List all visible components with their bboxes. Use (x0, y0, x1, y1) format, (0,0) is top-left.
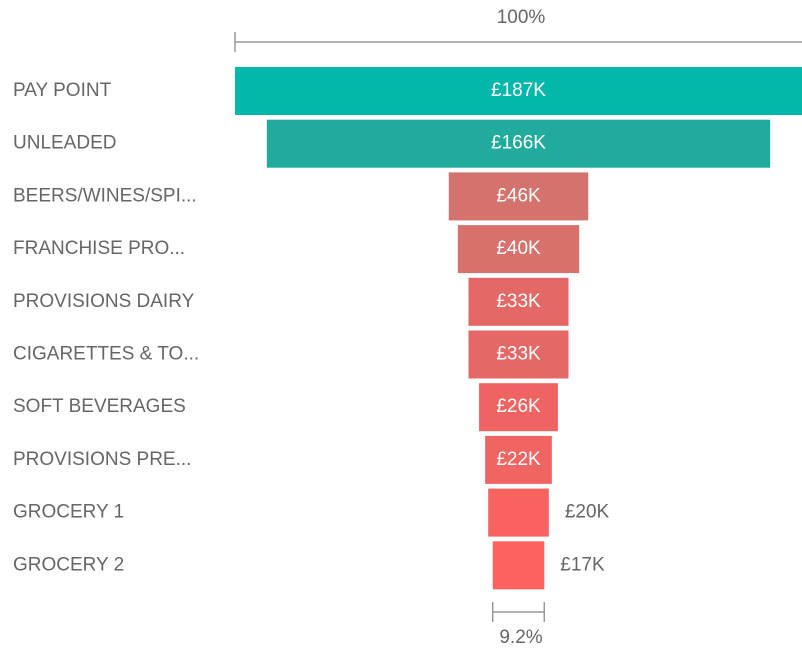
bar (479, 383, 558, 432)
bar (266, 119, 771, 168)
bar (485, 435, 552, 484)
bar (235, 67, 802, 115)
top-percent-label: 100% (497, 7, 546, 28)
bar (492, 541, 545, 590)
value-label: £17K (560, 554, 605, 575)
bar (488, 488, 549, 537)
category-label: SOFT BEVERAGES (13, 396, 186, 417)
value-label: £46K (496, 185, 541, 206)
value-label: £33K (496, 344, 541, 365)
category-label: CIGARETTES & TO... (13, 344, 199, 365)
category-label: PAY POINT (13, 80, 112, 101)
category-label: UNLEADED (13, 133, 116, 154)
value-label: £22K (496, 449, 541, 470)
bar (468, 330, 569, 379)
category-label: BEERS/WINES/SPI... (13, 185, 197, 206)
value-label: £26K (496, 396, 541, 417)
bar (468, 277, 569, 326)
value-label: £33K (496, 291, 541, 312)
value-label: £20K (565, 502, 610, 523)
bottom-percent-label: 9.2% (499, 627, 542, 648)
value-label: £187K (491, 80, 546, 101)
category-label: PROVISIONS DAIRY (13, 291, 195, 312)
category-label: GROCERY 2 (13, 554, 124, 575)
value-label: £40K (496, 238, 541, 259)
bar (448, 172, 589, 221)
value-label: £166K (491, 133, 546, 154)
bar (457, 225, 580, 274)
category-label: FRANCHISE PRO... (13, 238, 185, 259)
category-label: PROVISIONS PRE... (13, 449, 191, 470)
category-label: GROCERY 1 (13, 502, 124, 523)
